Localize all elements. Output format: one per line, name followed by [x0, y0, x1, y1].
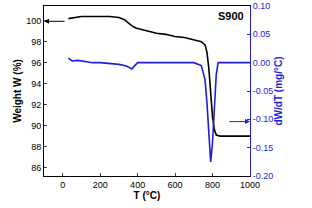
- svg-text:0.05: 0.05: [253, 29, 271, 39]
- svg-text:96: 96: [31, 58, 41, 68]
- svg-text:800: 800: [205, 180, 220, 190]
- svg-text:T (°C): T (°C): [134, 190, 161, 201]
- svg-text:S900: S900: [218, 10, 244, 22]
- svg-text:200: 200: [93, 180, 108, 190]
- svg-text:88: 88: [31, 142, 41, 152]
- svg-text:-0.10: -0.10: [253, 114, 274, 124]
- svg-text:-0.15: -0.15: [253, 143, 274, 153]
- svg-text:-0.05: -0.05: [253, 86, 274, 96]
- svg-text:98: 98: [31, 37, 41, 47]
- svg-text:0.00: 0.00: [253, 58, 271, 68]
- svg-text:0.10: 0.10: [253, 1, 271, 11]
- svg-text:-0.20: -0.20: [253, 171, 274, 181]
- svg-text:0: 0: [60, 180, 65, 190]
- svg-text:94: 94: [31, 79, 41, 89]
- svg-text:600: 600: [168, 180, 183, 190]
- svg-text:dW/dT (mg/°C): dW/dT (mg/°C): [273, 57, 284, 126]
- svg-text:92: 92: [31, 100, 41, 110]
- svg-text:86: 86: [31, 163, 41, 173]
- svg-text:Weight W (%): Weight W (%): [12, 59, 23, 123]
- svg-text:400: 400: [130, 180, 145, 190]
- svg-text:1000: 1000: [240, 180, 260, 190]
- svg-text:100: 100: [26, 16, 41, 26]
- svg-text:90: 90: [31, 121, 41, 131]
